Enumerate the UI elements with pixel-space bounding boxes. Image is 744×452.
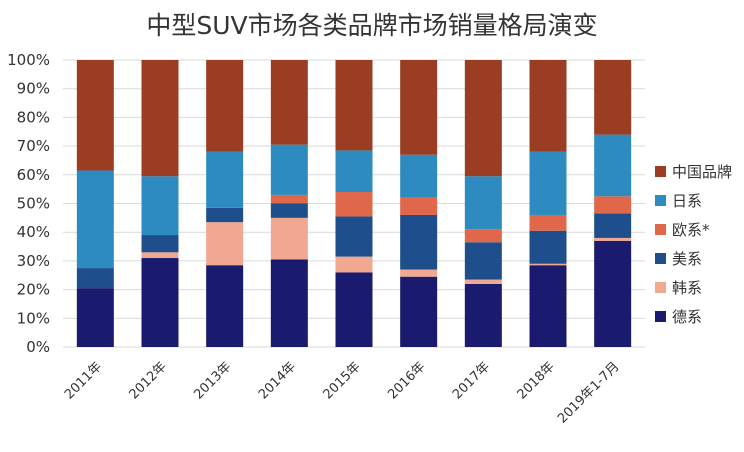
bar-segment [529, 265, 567, 347]
bar-segment [270, 203, 308, 218]
bar-segment [464, 229, 502, 243]
y-tick-label: 0% [26, 338, 50, 356]
bar-segment [529, 214, 567, 231]
x-tick-label: 2013年 [191, 359, 234, 402]
bar-segment [270, 217, 308, 260]
y-tick-label: 50% [17, 195, 50, 213]
bar-segment [76, 170, 114, 269]
bar-segment [206, 151, 244, 208]
x-tick-label: 2015年 [321, 359, 364, 402]
bar-segment [270, 259, 308, 347]
bar-segment [594, 240, 632, 347]
y-tick-label: 100% [7, 51, 50, 69]
bar-segment [270, 60, 308, 145]
y-tick-label: 70% [17, 137, 50, 155]
legend-swatch [655, 282, 666, 293]
bar-segment [206, 207, 244, 223]
bar-segment [400, 197, 438, 215]
bar-segment [400, 269, 438, 277]
bar-segment [206, 265, 244, 347]
bar-segment [141, 60, 179, 177]
bar-segment [594, 196, 632, 214]
y-tick-label: 90% [17, 80, 50, 98]
bar-segment [529, 151, 567, 215]
legend-label: 德系 [672, 308, 702, 326]
legend-swatch [655, 166, 666, 177]
bar-segment [400, 60, 438, 155]
bar-segment [270, 144, 308, 195]
bar-segment [76, 288, 114, 347]
bar-segment [141, 258, 179, 347]
bar-segment [464, 283, 502, 347]
bar-segment [335, 192, 373, 217]
bar-segment [594, 134, 632, 197]
x-tick-label: 2011年 [62, 359, 105, 402]
chart-title: 中型SUV市场各类品牌市场销量格局演变 [146, 11, 597, 40]
bar-segment [464, 60, 502, 177]
bar-segment [335, 272, 373, 347]
bar-segment [464, 176, 502, 230]
bar-segment [335, 256, 373, 273]
bar-segment [206, 60, 244, 152]
y-tick-label: 10% [17, 309, 50, 327]
legend-label: 美系 [672, 250, 702, 268]
legend-label: 中国品牌 [672, 163, 732, 181]
bar-segment [594, 60, 632, 135]
bar-segment [529, 263, 567, 266]
bar-segment [335, 216, 373, 257]
x-tick-label: 2016年 [385, 359, 428, 402]
bar-segment [464, 279, 502, 284]
legend-swatch [655, 253, 666, 264]
bar-segment [206, 222, 244, 266]
legend-swatch [655, 311, 666, 322]
legend-label: 日系 [672, 192, 702, 210]
x-tick-label: 2018年 [515, 359, 558, 402]
bar-segment [76, 60, 114, 171]
x-axis: 2011年 2012年 2013年 2014年 2015年 2016年 2017年 2018年… [62, 359, 623, 426]
y-tick-label: 60% [17, 166, 50, 184]
x-tick-label: 2014年 [256, 359, 299, 402]
y-tick-label: 80% [17, 108, 50, 126]
bar-segment [594, 213, 632, 238]
bar-segment [400, 276, 438, 347]
y-axis: 0% 10% 20% 30% 40% 50% 60% 70% 80% 90% 100% [7, 51, 50, 356]
y-tick-label: 30% [17, 252, 50, 270]
bar-segment [594, 237, 632, 241]
y-tick-label: 40% [17, 223, 50, 241]
bar-segment [270, 194, 308, 204]
x-tick-label: 2017年 [450, 359, 493, 402]
bar-segment [529, 230, 567, 264]
bar-segment [141, 176, 179, 236]
bars [76, 60, 632, 347]
legend-label: 韩系 [672, 279, 702, 297]
bar-segment [141, 252, 179, 259]
y-tick-label: 20% [17, 281, 50, 299]
bar-segment [529, 60, 567, 152]
bar-segment [400, 154, 438, 198]
legend-swatch [655, 195, 666, 206]
bar-segment [76, 268, 114, 289]
legend-swatch [655, 224, 666, 235]
bar-segment [335, 60, 373, 151]
legend-label: 欧系* [672, 221, 710, 239]
x-tick-label: 2019年1-7月 [555, 359, 622, 426]
x-tick-label: 2012年 [127, 359, 170, 402]
bar-segment [141, 235, 179, 253]
bar-segment [464, 242, 502, 280]
bar-segment [335, 150, 373, 193]
bar-segment [400, 214, 438, 270]
